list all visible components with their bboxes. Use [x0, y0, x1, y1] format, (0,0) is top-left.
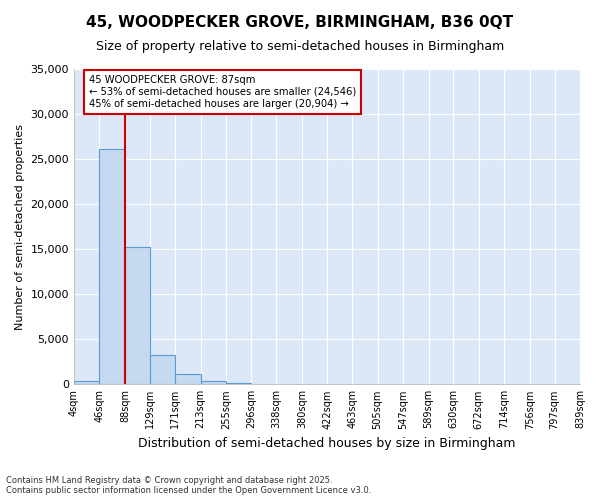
Bar — [74, 380, 100, 384]
Text: 45 WOODPECKER GROVE: 87sqm
← 53% of semi-detached houses are smaller (24,546)
45: 45 WOODPECKER GROVE: 87sqm ← 53% of semi… — [89, 76, 356, 108]
Text: Contains HM Land Registry data © Crown copyright and database right 2025.
Contai: Contains HM Land Registry data © Crown c… — [6, 476, 371, 495]
Text: Size of property relative to semi-detached houses in Birmingham: Size of property relative to semi-detach… — [96, 40, 504, 53]
Bar — [175, 374, 200, 384]
Bar — [100, 149, 125, 384]
Bar — [125, 248, 150, 384]
Bar — [150, 356, 175, 384]
Text: 45, WOODPECKER GROVE, BIRMINGHAM, B36 0QT: 45, WOODPECKER GROVE, BIRMINGHAM, B36 0Q… — [86, 15, 514, 30]
Bar — [200, 380, 226, 384]
X-axis label: Distribution of semi-detached houses by size in Birmingham: Distribution of semi-detached houses by … — [138, 437, 516, 450]
Y-axis label: Number of semi-detached properties: Number of semi-detached properties — [15, 124, 25, 330]
